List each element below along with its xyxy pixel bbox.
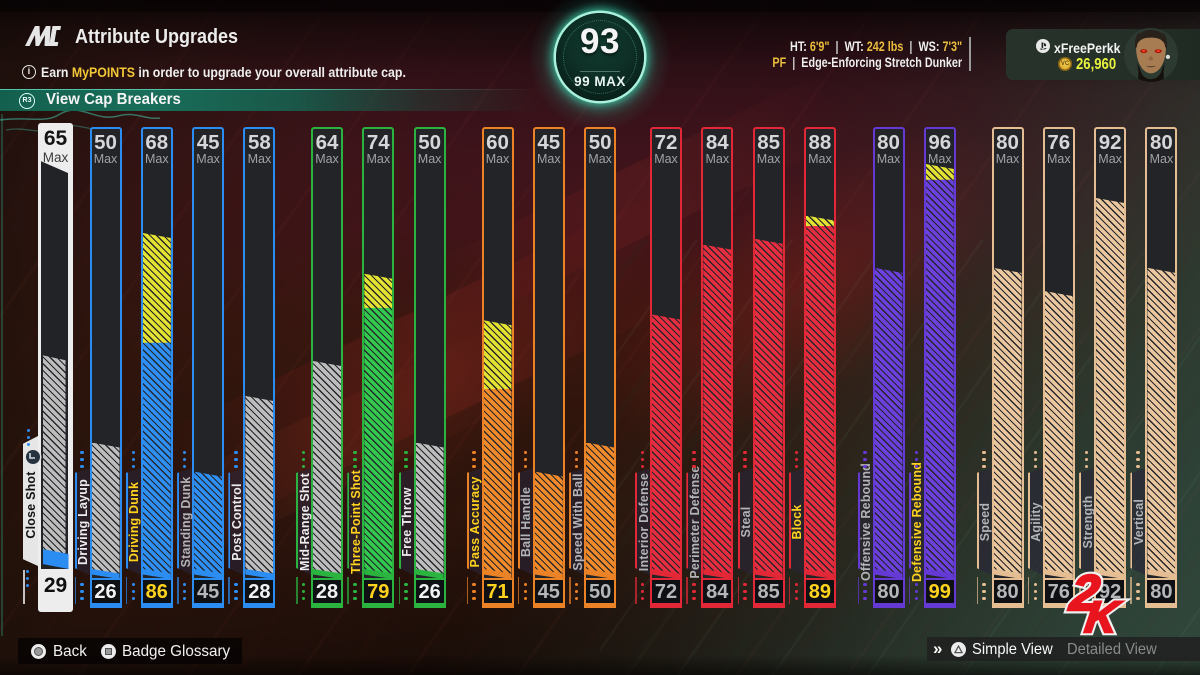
svg-text:K: K <box>1082 593 1124 642</box>
